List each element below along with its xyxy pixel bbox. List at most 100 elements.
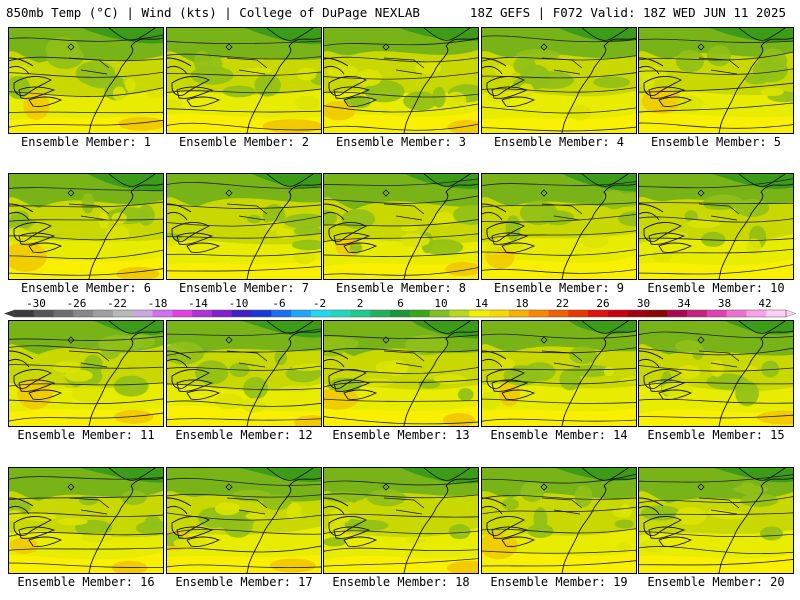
colorbar-tick-label: 10: [434, 297, 447, 310]
temperature-map: [166, 467, 322, 574]
temperature-map: [323, 320, 479, 427]
colorbar-segment: [251, 310, 272, 317]
colorbar-tick-label: -10: [229, 297, 249, 310]
ensemble-member-label: Ensemble Member: 3: [335, 135, 467, 149]
colorbar-tick-label: -6: [272, 297, 285, 310]
colorbar-segment: [73, 310, 94, 317]
ensemble-member-panel: Ensemble Member: 11: [8, 320, 164, 445]
colorbar-tick-label: 34: [677, 297, 691, 310]
ensemble-member-label: Ensemble Member: 9: [493, 281, 625, 295]
ensemble-member-label: Ensemble Member: 10: [647, 281, 785, 295]
colorbar-segment: [330, 310, 352, 317]
colorbar-segment: [350, 310, 371, 317]
ensemble-member-panel: Ensemble Member: 16: [8, 467, 164, 592]
temperature-map: [481, 27, 637, 134]
ensemble-member-label: Ensemble Member: 6: [20, 281, 152, 295]
colorbar-segment: [766, 310, 787, 317]
ensemble-member-panel: Ensemble Member: 8: [323, 173, 479, 298]
ensemble-member-label: Ensemble Member: 15: [647, 428, 785, 442]
ensemble-member-label: Ensemble Member: 14: [490, 428, 628, 442]
temperature-map: [8, 173, 164, 280]
ensemble-member-label: Ensemble Member: 17: [175, 575, 313, 589]
ensemble-member-panel: Ensemble Member: 20: [638, 467, 794, 592]
temperature-colorbar: -30 -26 -22 -18 -14 -10 -6 -2 2 6 10 14 18 22 26 30 34 38…: [0, 296, 800, 320]
colorbar-segment: [271, 310, 292, 317]
temperature-map: [638, 27, 794, 134]
ensemble-member-panel: Ensemble Member: 12: [166, 320, 322, 445]
colorbar-segment: [726, 310, 747, 317]
ensemble-member-label: Ensemble Member: 12: [175, 428, 313, 442]
colorbar-tick-label: 6: [397, 297, 404, 310]
colorbar-segment: [667, 310, 688, 317]
colorbar-segment: [548, 310, 569, 317]
temperature-map: [638, 173, 794, 280]
colorbar-segment: [409, 310, 431, 317]
colorbar-graphic: -30 -26 -22 -18 -14 -10 -6 -2 2 6 10 14 18 22 26 30 34 38…: [4, 297, 797, 318]
ensemble-member-label: Ensemble Member: 4: [493, 135, 625, 149]
colorbar-segment: [172, 310, 193, 317]
ensemble-member-label: Ensemble Member: 2: [178, 135, 310, 149]
colorbar-segment: [687, 310, 708, 317]
colorbar-tick-label: 38: [718, 297, 731, 310]
ensemble-member-label: Ensemble Member: 20: [647, 575, 785, 589]
temperature-map: [638, 467, 794, 574]
ensemble-member-panel: Ensemble Member: 13: [323, 320, 479, 445]
colorbar-segment: [370, 310, 391, 317]
colorbar-tick-label: 14: [475, 297, 489, 310]
colorbar-segment: [231, 310, 253, 317]
colorbar-segment: [33, 310, 55, 317]
temperature-map: [638, 320, 794, 427]
temperature-map: [8, 27, 164, 134]
ensemble-member-label: Ensemble Member: 7: [178, 281, 310, 295]
temperature-map: [8, 467, 164, 574]
colorbar-segment: [746, 310, 767, 317]
colorbar-tick-label: -22: [107, 297, 127, 310]
colorbar-segment: [489, 310, 510, 317]
ensemble-member-label: Ensemble Member: 8: [335, 281, 467, 295]
ensemble-member-panel: Ensemble Member: 1: [8, 27, 164, 152]
colorbar-right-arrow: [785, 309, 797, 318]
colorbar-segment: [291, 310, 312, 317]
colorbar-segment: [568, 310, 589, 317]
chart-title: 850mb Temp (°C) | Wind (kts) | College o…: [6, 5, 420, 20]
ensemble-member-label: Ensemble Member: 5: [650, 135, 782, 149]
temperature-map: [166, 320, 322, 427]
colorbar-segment: [211, 310, 233, 317]
colorbar-tick-label: 2: [357, 297, 364, 310]
ensemble-member-label: Ensemble Member: 13: [332, 428, 470, 442]
colorbar-segment: [588, 310, 609, 317]
colorbar-tick-label: 18: [515, 297, 528, 310]
colorbar-outline: [13, 309, 787, 318]
ensemble-member-label: Ensemble Member: 19: [490, 575, 628, 589]
ensemble-member-panel: Ensemble Member: 19: [481, 467, 637, 592]
colorbar-tick-label: -30: [26, 297, 46, 310]
ensemble-member-panel: Ensemble Member: 5: [638, 27, 794, 152]
colorbar-segment: [310, 310, 332, 317]
ensemble-member-panel: Ensemble Member: 14: [481, 320, 637, 445]
ensemble-member-label: Ensemble Member: 18: [332, 575, 470, 589]
colorbar-segment: [627, 310, 648, 317]
colorbar-tick-label: 22: [556, 297, 569, 310]
colorbar-tick-label: 26: [596, 297, 609, 310]
colorbar-tick-label: -18: [148, 297, 168, 310]
temperature-map: [166, 173, 322, 280]
model-run-info: 18Z GEFS | F072 Valid: 18Z WED JUN 11 20…: [469, 5, 786, 20]
temperature-map: [323, 27, 479, 134]
colorbar-segment: [647, 310, 668, 317]
colorbar-tick-label: 30: [637, 297, 650, 310]
temperature-map: [481, 173, 637, 280]
temperature-map: [8, 320, 164, 427]
colorbar-segment: [53, 310, 74, 317]
colorbar-segment: [132, 310, 154, 317]
colorbar-segment: [152, 310, 173, 317]
ensemble-member-panel: Ensemble Member: 2: [166, 27, 322, 152]
colorbar-tick-label: -2: [313, 297, 326, 310]
colorbar-segment: [508, 310, 530, 317]
colorbar-left-arrow: [4, 310, 14, 317]
ensemble-member-label: Ensemble Member: 1: [20, 135, 152, 149]
ensemble-member-label: Ensemble Member: 11: [17, 428, 155, 442]
colorbar-segment: [93, 310, 114, 317]
temperature-map: [481, 320, 637, 427]
header: 850mb Temp (°C) | Wind (kts) | College o…: [0, 0, 800, 22]
colorbar-tick-label: -26: [67, 297, 87, 310]
